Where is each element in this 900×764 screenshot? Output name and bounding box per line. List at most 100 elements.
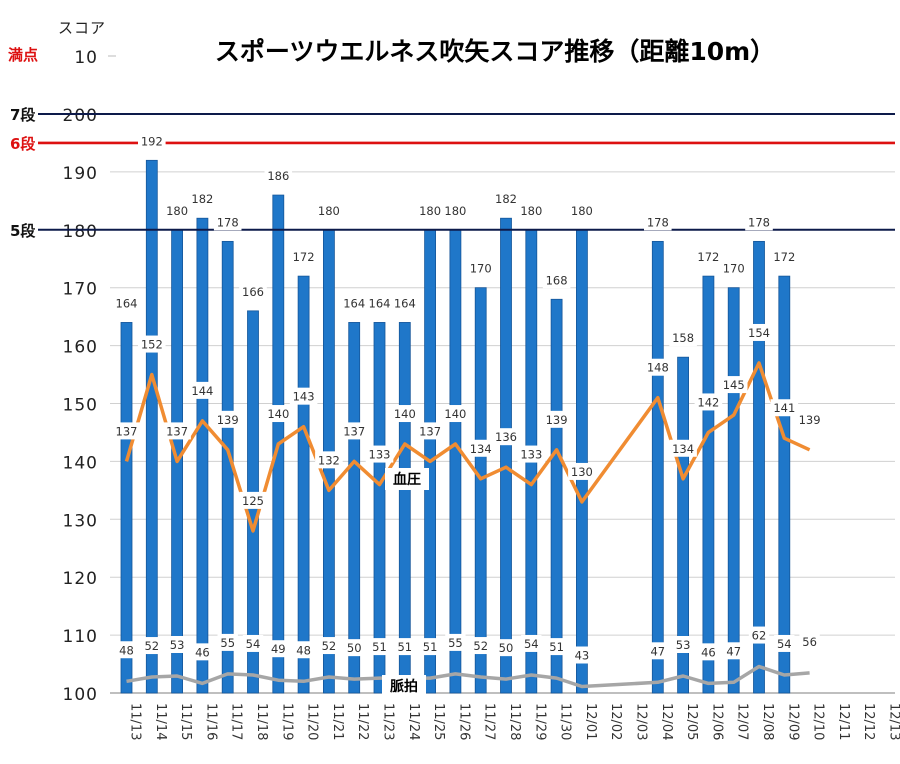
score-label: 180	[571, 204, 593, 218]
pulse-label-bg	[672, 636, 694, 653]
pulse-label: 47	[650, 644, 665, 658]
pulse-label: 51	[549, 640, 564, 654]
score-label: 182	[495, 192, 517, 206]
score-label-bg	[416, 201, 444, 219]
x-tick-label: 11/16	[203, 703, 218, 740]
score-label-bg	[441, 201, 470, 219]
bp-label: 139	[799, 413, 821, 427]
score-label-bg	[466, 259, 495, 277]
score-label: 182	[191, 192, 213, 206]
score-label-bg	[188, 190, 217, 208]
x-tick-label: 11/14	[153, 703, 168, 740]
score-label-bg	[239, 282, 267, 300]
score-bar	[474, 287, 487, 694]
bp-label-bg	[795, 410, 824, 428]
pulse-label: 48	[296, 643, 311, 657]
score-label-bg	[770, 248, 799, 266]
y-tick-label: 110	[63, 627, 98, 647]
pulse-label-bg	[192, 643, 213, 661]
x-tick-label: 12/04	[659, 703, 674, 740]
x-tick-label: 11/24	[406, 703, 421, 740]
pulse-label: 54	[777, 637, 792, 651]
x-tick-label: 11/26	[456, 703, 471, 740]
x-tick-label: 11/13	[128, 703, 143, 740]
level-label: 6段	[10, 135, 35, 153]
x-tick-label: 12/03	[634, 703, 649, 740]
x-tick-label: 12/08	[760, 703, 775, 740]
y-tick-label: 180	[63, 222, 98, 242]
bp-label: 133	[369, 448, 391, 462]
x-tick-label: 12/10	[811, 703, 826, 740]
x-tick-label: 12/01	[583, 703, 598, 740]
y-tick-label: 160	[63, 338, 98, 358]
score-bar	[576, 229, 588, 694]
score-label-bg	[719, 259, 748, 277]
score-label-bg	[568, 201, 596, 219]
score-bar	[500, 217, 512, 694]
pulse-line	[126, 664, 810, 689]
score-bar	[120, 322, 133, 694]
score-label-bg	[163, 201, 191, 219]
bp-label-bg	[188, 381, 217, 399]
x-tick-label: 12/11	[836, 703, 851, 740]
bp-label-bg	[568, 462, 596, 480]
pulse-label-bg	[723, 642, 744, 660]
score-label: 186	[267, 169, 289, 183]
x-tick-label: 11/15	[178, 703, 193, 740]
score-label-bg	[340, 294, 368, 312]
bp-label: 140	[394, 407, 416, 421]
pulse-label-bg	[774, 634, 795, 652]
bp-label-bg	[441, 405, 470, 423]
pulse-label: 56	[802, 635, 817, 649]
top-tick-label: 10	[74, 48, 98, 68]
score-label-bg	[138, 132, 166, 150]
x-tick-label: 11/18	[254, 703, 269, 740]
bp-label: 144	[191, 384, 213, 398]
bp-label-bg	[391, 405, 419, 423]
x-ticks: 11/13 11/14 11/15 11/16 11/17 11/18 11/19 11/20…	[128, 703, 900, 740]
y-tick-label: 150	[63, 396, 98, 416]
bp-label: 140	[267, 407, 289, 421]
score-label: 192	[141, 134, 163, 148]
score-label: 164	[394, 296, 416, 310]
pulse-label-bg	[419, 638, 441, 656]
score-label: 172	[773, 250, 795, 264]
bp-label-bg	[138, 335, 166, 353]
bp-series-annotation-bg	[385, 468, 429, 490]
bp-label-bg	[644, 358, 672, 376]
score-label: 170	[723, 262, 745, 276]
score-label: 180	[520, 204, 542, 218]
bp-label: 154	[748, 326, 770, 340]
pulse-label-bg	[344, 639, 365, 657]
score-label: 180	[444, 204, 466, 218]
bp-label: 145	[723, 378, 745, 392]
score-label-bg	[315, 201, 343, 219]
y-tick-label: 120	[63, 569, 98, 589]
pulse-label: 50	[499, 641, 514, 655]
pulse-label: 49	[271, 642, 286, 656]
pulse-label: 47	[726, 644, 741, 658]
x-tick-label: 12/09	[785, 703, 800, 740]
pulse-label-bg	[369, 638, 390, 656]
pulse-label: 46	[701, 645, 716, 659]
y-tick-label: 190	[63, 164, 98, 184]
pulse-label: 53	[170, 638, 185, 652]
y-tick-label: 200	[63, 106, 98, 126]
pulse-label: 50	[347, 641, 362, 655]
pulse-label-bg	[394, 638, 415, 656]
score-bar	[373, 322, 386, 694]
score-label-bg	[669, 329, 697, 347]
bp-label: 125	[242, 494, 264, 508]
x-tick-label: 12/07	[735, 703, 750, 740]
pulse-label: 55	[220, 636, 235, 650]
score-label: 178	[217, 215, 239, 229]
bp-label: 139	[217, 413, 239, 427]
score-bar	[677, 356, 689, 694]
bp-label-bg	[669, 439, 697, 457]
pulse-label-bg	[445, 633, 466, 651]
bp-label: 139	[546, 413, 568, 427]
bp-series-annotation: 血圧	[393, 471, 421, 488]
pulse-label-bg	[546, 638, 567, 656]
bp-label-bg	[239, 491, 267, 509]
